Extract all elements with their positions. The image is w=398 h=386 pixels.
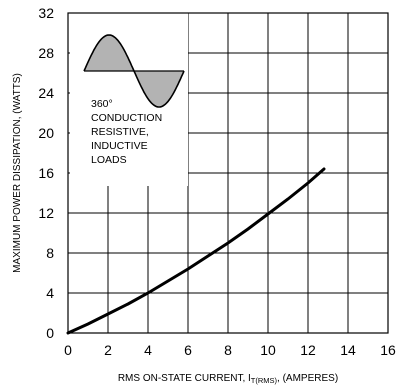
sine-waveform-icon [83, 34, 185, 108]
y-tick-label: 16 [38, 165, 54, 181]
x-tick-label: 14 [340, 342, 356, 358]
annotation-line-4: INDUCTIVE [91, 140, 148, 152]
y-tick-label: 32 [38, 5, 54, 21]
x-axis-label-subscript: T(RMS) [251, 376, 278, 385]
x-tick-label: 0 [64, 342, 72, 358]
annotation-line-3: RESISTIVE, [91, 126, 149, 138]
y-tick-label: 12 [38, 205, 54, 221]
x-tick-label: 8 [224, 342, 232, 358]
y-tick-label: 4 [46, 285, 54, 301]
x-tick-labels: 0 2 4 6 8 10 12 14 16 [64, 342, 396, 358]
annotation-line-5: LOADS [91, 154, 127, 166]
x-tick-label: 4 [144, 342, 152, 358]
sine-negative-half-fill [134, 71, 184, 107]
sine-positive-half-fill [84, 35, 134, 71]
annotation-line-2: CONDUCTION [91, 112, 162, 124]
y-axis-label: MAXIMUM POWER DISSIPATION, (WATTS) [12, 73, 23, 273]
y-tick-label: 0 [46, 325, 54, 341]
x-axis-label-tail: , (AMPERES) [277, 373, 338, 384]
y-tick-label: 28 [38, 45, 54, 61]
x-tick-label: 10 [260, 342, 276, 358]
x-axis-label: RMS ON-STATE CURRENT, IT(RMS), (AMPERES) [118, 373, 338, 385]
x-tick-label: 2 [104, 342, 112, 358]
x-tick-label: 12 [300, 342, 316, 358]
x-tick-label: 16 [380, 342, 396, 358]
annotation-inset: 360° CONDUCTION RESISTIVE, INDUCTIVE LOA… [70, 13, 188, 186]
annotation-line-1: 360° [91, 98, 113, 110]
y-tick-label: 24 [38, 85, 54, 101]
plot-frame [67, 12, 389, 334]
y-tick-labels: 0 4 8 12 16 20 24 28 32 [38, 5, 54, 341]
y-tick-label: 20 [38, 125, 54, 141]
power-curve-line [66, 167, 326, 335]
x-axis-label-main: RMS ON-STATE CURRENT, I [118, 373, 251, 384]
x-tick-label: 6 [184, 342, 192, 358]
y-tick-label: 8 [46, 245, 54, 261]
